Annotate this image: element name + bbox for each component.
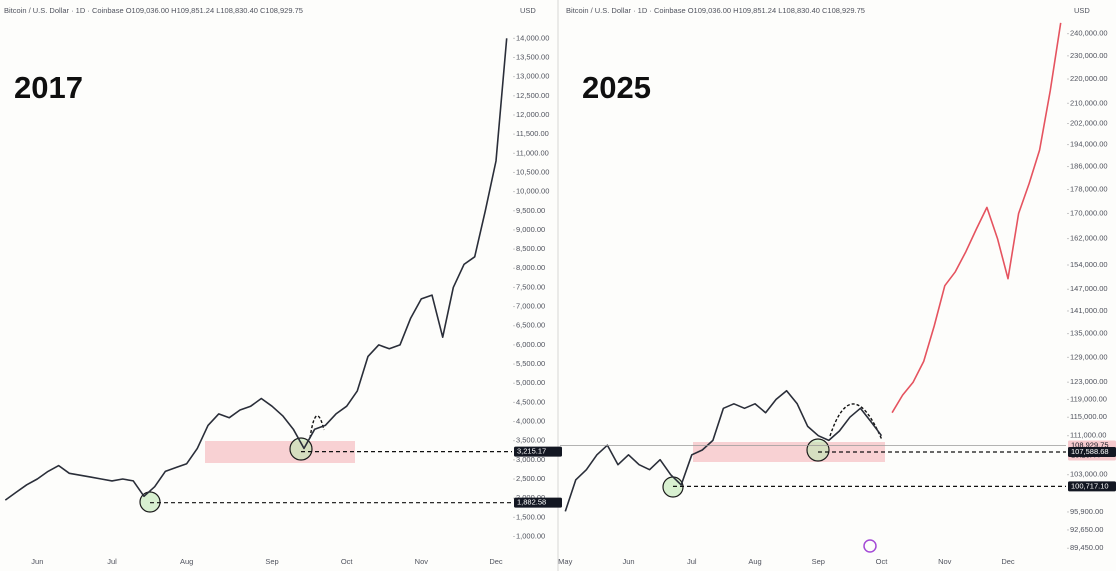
y-tick-label: 7,500.00 — [516, 282, 545, 291]
price-tag-label: 108,929.75 — [1071, 441, 1109, 450]
y-tick-label: 5,000.00 — [516, 378, 545, 387]
y-tick-label: 13,500.00 — [516, 52, 549, 61]
x-tick-label: Aug — [748, 557, 761, 566]
y-tick-label: 3,000.00 — [516, 455, 545, 464]
y-tick-label: 8,000.00 — [516, 263, 545, 272]
price-tag — [514, 446, 562, 457]
price-tag — [1068, 446, 1116, 457]
y-tick-label: 141,000.00 — [1070, 306, 1108, 315]
y-tick-label: 4,000.00 — [516, 417, 545, 426]
y-tick-label: 230,000.00 — [1070, 51, 1108, 60]
x-tick-label: Sep — [265, 557, 278, 566]
y-tick-label: 3,500.00 — [516, 436, 545, 445]
y-tick-label: 170,000.00 — [1070, 208, 1108, 217]
y-tick-label: 135,000.00 — [1070, 329, 1108, 338]
x-tick-label: Jun — [31, 557, 43, 566]
price-line — [564, 389, 883, 512]
y-tick-label: 103,000.00 — [1070, 470, 1108, 479]
chart-header: Bitcoin / U.S. Dollar · 1D · Coinbase O1… — [566, 6, 865, 15]
y-tick-label: 5,500.00 — [516, 359, 545, 368]
y-tick-label: 92,650.00 — [1070, 525, 1103, 534]
price-tag — [1068, 481, 1116, 492]
support-zone — [205, 441, 355, 463]
y-tick-label: 95,900.00 — [1070, 507, 1103, 516]
y-tick-label: 6,500.00 — [516, 321, 545, 330]
y-tick-label: 11,500.00 — [516, 129, 549, 138]
y-tick-label: 240,000.00 — [1070, 29, 1108, 38]
y-tick-label: 111,000.00 — [1070, 431, 1106, 440]
y-tick-label: 11,000.00 — [516, 148, 549, 157]
y-tick-label: 13,000.00 — [516, 72, 549, 81]
y-tick-label: 186,000.00 — [1070, 162, 1108, 171]
x-tick-label: Nov — [415, 557, 429, 566]
y-tick-label: 1,000.00 — [516, 531, 545, 540]
y-tick-label: 12,500.00 — [516, 91, 549, 100]
y-tick-label: 89,450.00 — [1070, 543, 1103, 552]
y-tick-label: 115,000.00 — [1070, 412, 1107, 421]
y-tick-label: 123,000.00 — [1070, 377, 1108, 386]
price-tag — [514, 497, 562, 508]
support-zone — [693, 442, 885, 462]
price-tag-label: 3,215.17 — [517, 447, 546, 456]
y-tick-label: 10,500.00 — [516, 167, 549, 176]
y-tick-label: 1,500.00 — [516, 512, 545, 521]
x-tick-label: Aug — [180, 557, 193, 566]
x-tick-label: Jun — [622, 557, 634, 566]
x-tick-label: Jul — [107, 557, 117, 566]
y-tick-label: 14,000.00 — [516, 33, 549, 42]
x-tick-label: Sep — [812, 557, 825, 566]
y-tick-label: 2,000.00 — [516, 493, 545, 502]
x-tick-label: Jul — [687, 557, 697, 566]
x-tick-label: Oct — [876, 557, 889, 566]
y-tick-label: 119,000.00 — [1070, 394, 1107, 403]
replay-icon[interactable] — [863, 539, 877, 553]
year-title: 2017 — [14, 70, 83, 105]
y-tick-label: 9,500.00 — [516, 206, 545, 215]
year-title: 2025 — [582, 70, 651, 105]
chart-header: Bitcoin / U.S. Dollar · 1D · Coinbase O1… — [4, 6, 303, 15]
price-line — [4, 38, 508, 501]
y-tick-label: 194,000.00 — [1070, 140, 1108, 149]
axis-unit: USD — [520, 6, 536, 15]
low-marker — [662, 476, 684, 498]
y-tick-label: 210,000.00 — [1070, 98, 1108, 107]
y-tick-label: 12,000.00 — [516, 110, 549, 119]
price-line — [891, 22, 1062, 414]
y-tick-label: 8,500.00 — [516, 244, 545, 253]
y-tick-label: 9,000.00 — [516, 225, 545, 234]
y-tick-label: 129,000.00 — [1070, 352, 1108, 361]
x-tick-label: Dec — [1001, 557, 1015, 566]
arc-annotation — [309, 415, 325, 439]
low-marker — [806, 438, 830, 462]
x-tick-label: May — [558, 557, 572, 566]
y-tick-label: 10,000.00 — [516, 187, 549, 196]
low-marker — [139, 491, 161, 513]
x-tick-label: Dec — [489, 557, 503, 566]
y-tick-label: 7,000.00 — [516, 302, 545, 311]
y-tick-label: 202,000.00 — [1070, 119, 1108, 128]
y-tick-label: 220,000.00 — [1070, 74, 1108, 83]
y-tick-label: 178,000.00 — [1070, 184, 1108, 193]
x-tick-label: Nov — [938, 557, 952, 566]
price-tag-label: 100,717.10 — [1071, 481, 1109, 490]
price-tag-label: 1,882.58 — [517, 498, 546, 507]
axis-unit: USD — [1074, 6, 1090, 15]
y-tick-label: 6,000.00 — [516, 340, 545, 349]
y-tick-label: 2,500.00 — [516, 474, 545, 483]
y-tick-label: 154,000.00 — [1070, 260, 1108, 269]
y-tick-label: 162,000.00 — [1070, 234, 1108, 243]
y-tick-label: 4,500.00 — [516, 397, 545, 406]
price-tag-label: 107,588.68 — [1071, 447, 1109, 456]
x-tick-label: Oct — [341, 557, 354, 566]
y-tick-label: 147,000.00 — [1070, 284, 1108, 293]
